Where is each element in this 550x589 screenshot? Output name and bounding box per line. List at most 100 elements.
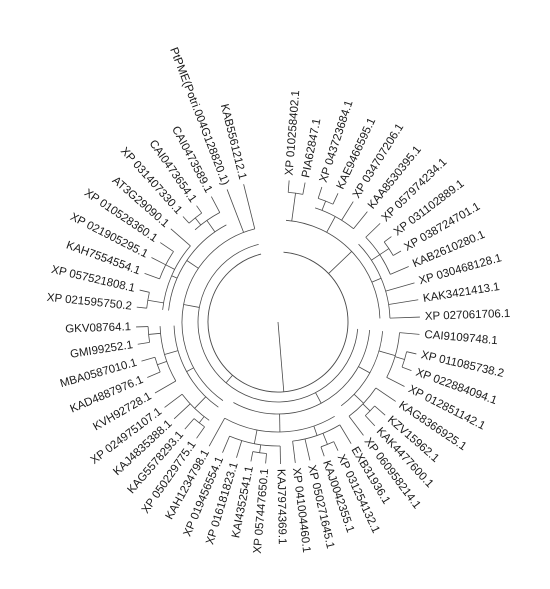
branch-leaf-29	[236, 440, 243, 458]
clade-arc-7	[401, 351, 408, 368]
branch-leaf-24	[304, 438, 311, 461]
branch-leaf-5	[353, 211, 368, 229]
branch-leaf-39	[137, 341, 150, 345]
clade-stem-5	[371, 277, 382, 283]
clade-stem-30	[183, 304, 200, 308]
clade-stem-3	[379, 248, 390, 255]
branch-leaf-10	[385, 282, 415, 292]
branch-leaf-6	[365, 223, 381, 238]
clade-arc-1	[318, 197, 334, 205]
branch-leaf-18	[374, 405, 386, 416]
clade-stem-24	[147, 299, 164, 304]
clade-arc-0	[288, 192, 303, 195]
clade-stem-14	[259, 444, 262, 453]
branch-leaf-4	[341, 201, 354, 221]
leaf-label-39: GMI99252.1	[69, 339, 133, 361]
branch-leaf-46	[170, 228, 191, 247]
leaf-label-0: XP 010258402.1	[284, 90, 303, 176]
clade-arc-32	[207, 251, 349, 393]
clade-arc-13	[292, 424, 341, 442]
branch-leaf-19	[365, 415, 376, 427]
clade-stem-1	[321, 200, 327, 211]
branch-leaf-8	[392, 250, 402, 256]
clade-arc-16	[224, 415, 335, 433]
branch-leaf-3	[332, 193, 339, 205]
leaf-label-26: KAJ7974369.1	[275, 469, 288, 545]
branch-leaf-31	[208, 418, 226, 447]
clade-stem-19	[194, 396, 207, 409]
branch-leaf-42	[139, 289, 150, 293]
clade-stem-0	[291, 193, 296, 221]
leaf-label-27: XP 057447650.1	[252, 468, 271, 554]
clade-arc-6	[285, 219, 381, 319]
branch-leaf-21	[339, 424, 352, 444]
leaf-label-12: XP 027061706.1	[425, 308, 511, 323]
clade-stem-20	[157, 361, 167, 366]
branch-leaf-7	[383, 236, 392, 243]
clade-stem-15	[253, 429, 258, 444]
branch-leaf-9	[390, 266, 409, 275]
branch-leaf-48	[196, 205, 203, 214]
leaf-label-41: XP 021595750.2	[46, 292, 132, 313]
branch-leaf-1	[302, 182, 306, 195]
clade-stem-12	[322, 433, 328, 445]
branch-leaf-50	[226, 189, 244, 233]
clade-stem-6	[328, 251, 352, 274]
clade-stem-17	[315, 392, 322, 404]
branch-leaf-22	[333, 441, 339, 451]
clade-arc-27	[188, 212, 202, 224]
branch-leaf-35	[164, 393, 183, 408]
clade-stem-23	[186, 367, 194, 372]
tree-branches	[136, 180, 420, 464]
clade-stem-7	[394, 356, 405, 360]
branch-leaf-45	[160, 242, 174, 252]
branch-leaf-27	[265, 453, 267, 464]
branch-leaf-28	[250, 451, 254, 462]
branch-leaf-32	[196, 426, 205, 439]
branch-leaf-49	[210, 196, 221, 213]
clade-stem-2	[326, 216, 336, 233]
branch-leaf-23	[320, 446, 325, 457]
branch-leaf-38	[141, 356, 156, 362]
branch-leaf-36	[154, 380, 177, 394]
branch-leaf-2	[317, 186, 323, 199]
clade-stem-26	[171, 275, 178, 279]
branch-leaf-11	[388, 299, 419, 305]
branch-leaf-47	[182, 216, 190, 224]
clade-stem-4	[371, 254, 380, 261]
clade-stem-31	[225, 374, 233, 384]
clade-stem-9	[362, 403, 371, 412]
branch-leaf-15	[401, 366, 412, 371]
clade-arc-21	[147, 326, 150, 343]
branch-leaf-43	[144, 273, 160, 280]
leaf-label-40: GKV08764.1	[65, 321, 131, 335]
leaf-label-11: KAK3421413.1	[422, 281, 500, 305]
branch-leaf-41	[136, 306, 147, 309]
branch-leaf-33	[184, 418, 195, 430]
clade-stem-22	[164, 350, 179, 355]
branch-leaf-51	[243, 184, 256, 229]
clade-arc-28	[194, 212, 220, 231]
clade-stem-10	[353, 393, 364, 404]
branch-leaf-25	[292, 441, 296, 463]
branch-leaf-16	[386, 377, 405, 387]
branch-leaf-17	[375, 387, 396, 402]
clade-stem-13	[313, 425, 318, 436]
clade-stem-25	[165, 264, 175, 270]
clade-stem-21	[148, 332, 161, 335]
branch-leaf-30	[222, 435, 230, 453]
clade-stem-11	[358, 366, 371, 374]
branch-leaf-13	[399, 332, 420, 335]
leaf-label-13: CAI9109748.1	[424, 329, 498, 347]
clade-stem-28	[206, 220, 216, 233]
clade-stem-29	[186, 260, 199, 269]
clade-arc-17	[233, 329, 371, 415]
branch-leaf-12	[389, 316, 420, 319]
branch-leaf-37	[147, 371, 161, 378]
clade-arc-24	[146, 292, 150, 309]
branch-leaf-44	[151, 257, 166, 266]
clade-stem-27	[194, 217, 202, 226]
clade-arc-8	[386, 332, 400, 378]
